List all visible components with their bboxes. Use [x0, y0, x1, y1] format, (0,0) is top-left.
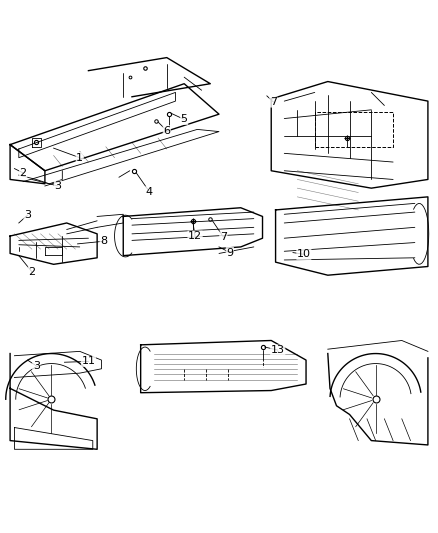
- Text: 12: 12: [188, 231, 202, 241]
- Text: 3: 3: [33, 361, 40, 371]
- Text: 5: 5: [181, 115, 187, 124]
- Text: 2: 2: [28, 266, 35, 277]
- Text: 1: 1: [76, 152, 83, 163]
- Text: 3: 3: [24, 210, 31, 220]
- Text: 8: 8: [100, 236, 107, 246]
- Text: 2: 2: [20, 168, 27, 178]
- Text: 7: 7: [220, 232, 227, 242]
- Text: 3: 3: [54, 181, 61, 191]
- Text: 4: 4: [146, 187, 153, 197]
- Text: 7: 7: [270, 97, 277, 107]
- Text: 13: 13: [271, 345, 285, 355]
- Text: 6: 6: [163, 126, 170, 136]
- Text: 11: 11: [81, 357, 95, 366]
- Text: 9: 9: [226, 247, 233, 257]
- Text: 10: 10: [297, 249, 311, 260]
